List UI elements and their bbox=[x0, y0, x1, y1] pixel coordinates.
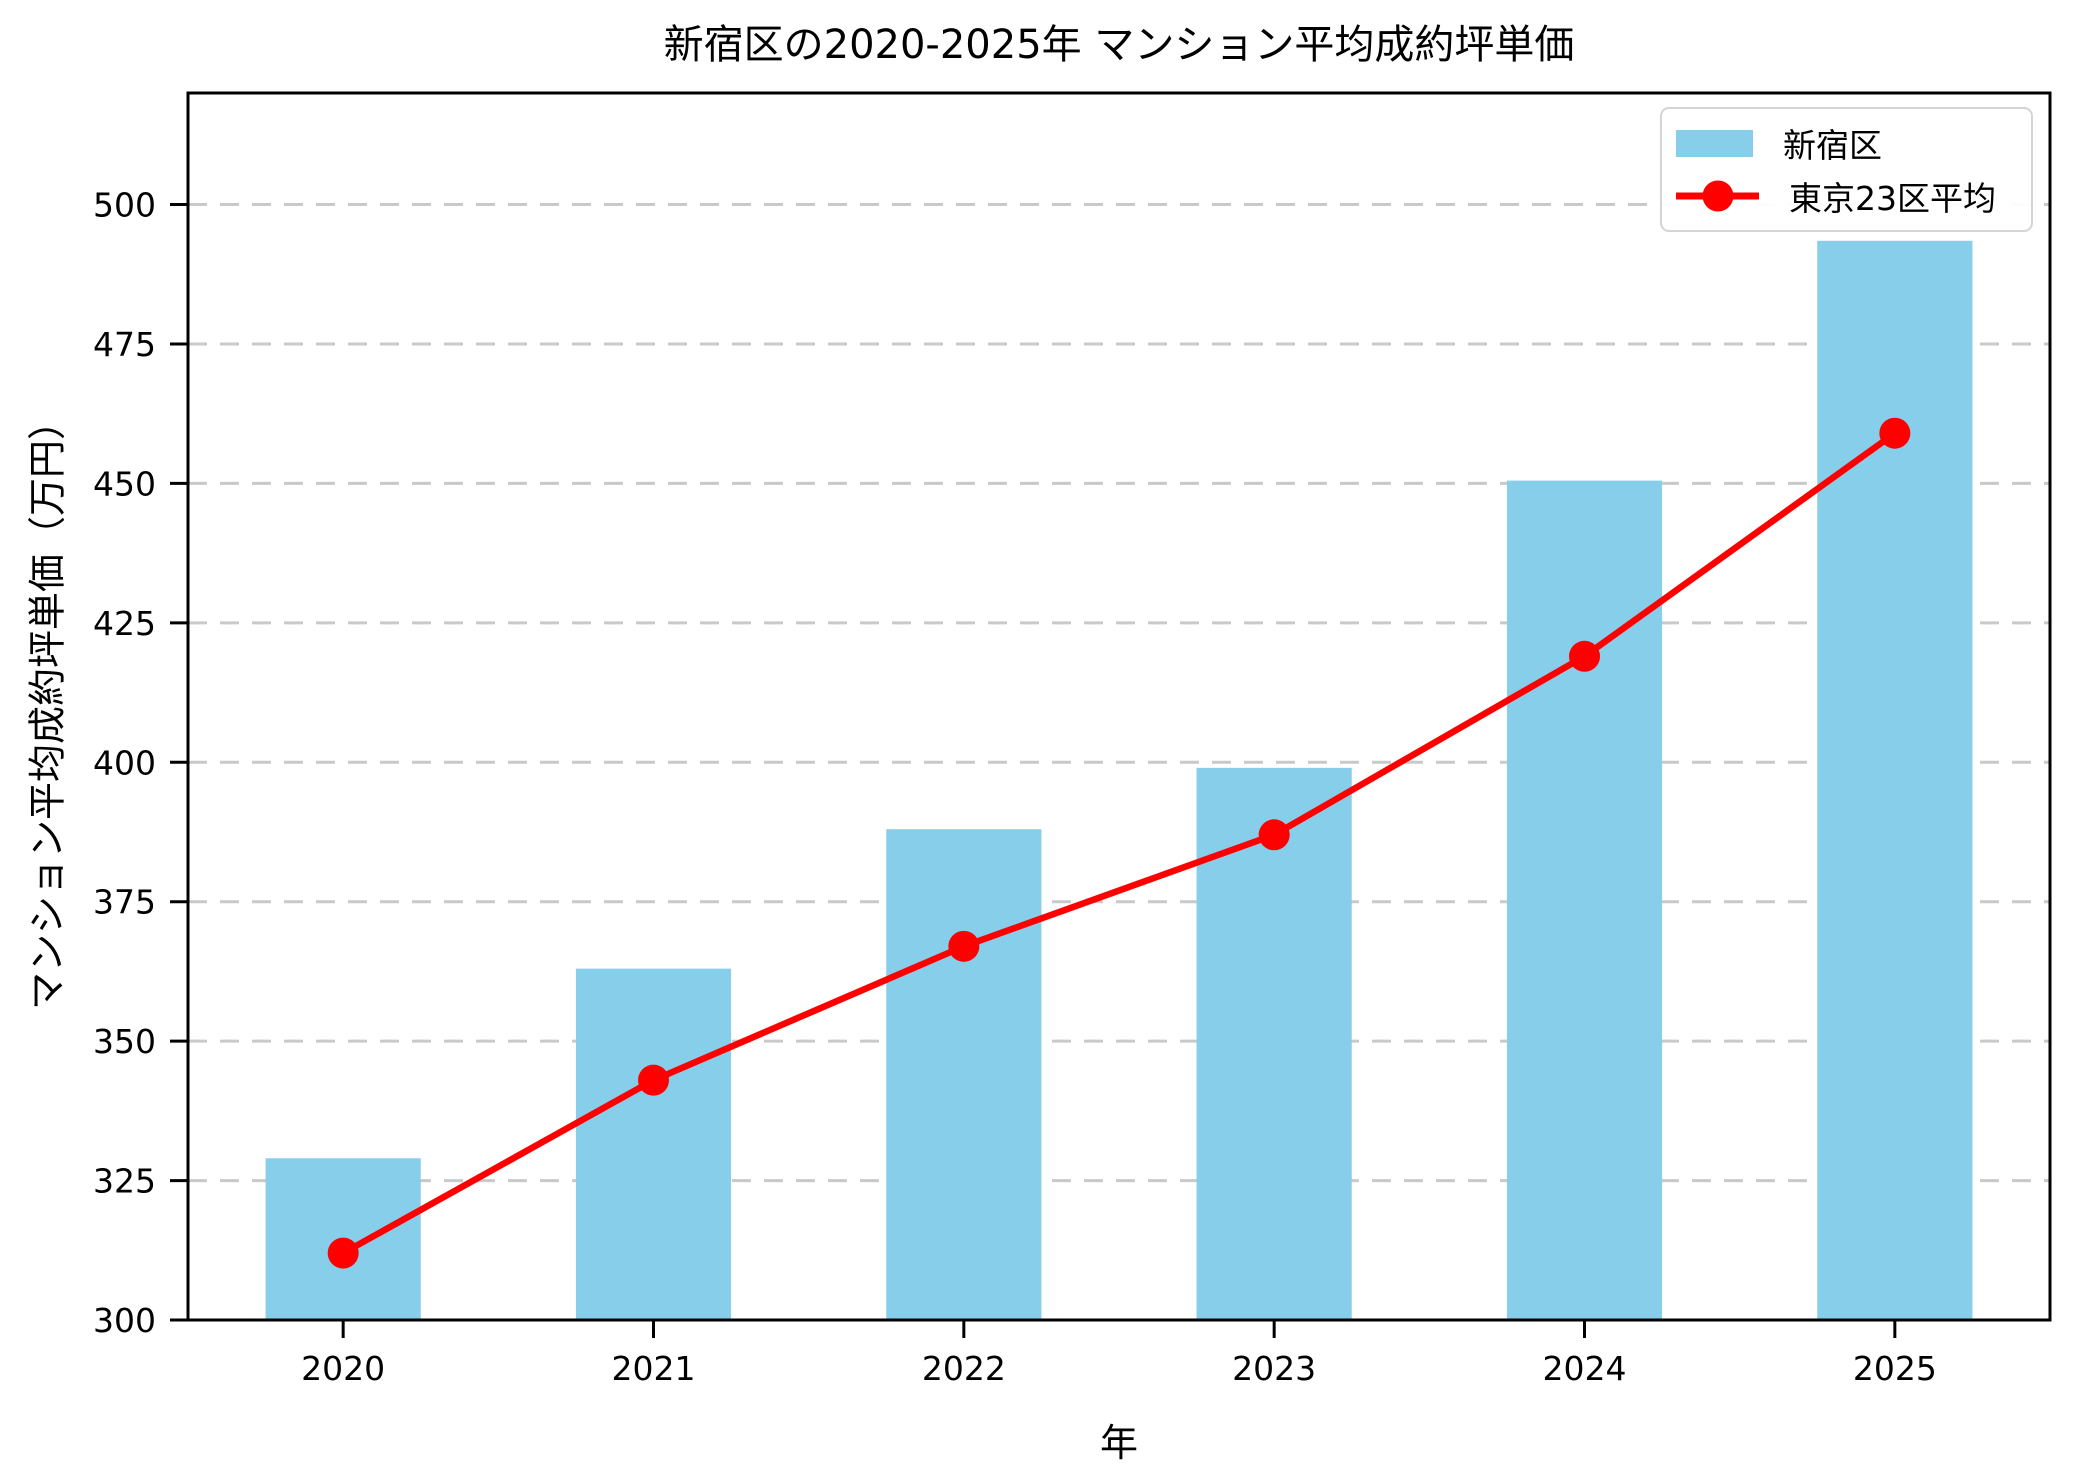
legend-item-tokyo23: 東京23区平均 bbox=[1676, 172, 2013, 220]
marker-2022 bbox=[948, 930, 980, 962]
x-axis-label: 年 bbox=[1099, 1421, 1138, 1465]
chart-title: 新宿区の2020-2025年 マンション平均成約坪単価 bbox=[663, 22, 1575, 68]
y-tick-label-300: 300 bbox=[93, 1301, 156, 1340]
legend-label-tokyo23: 東京23区平均 bbox=[1789, 178, 1996, 218]
marker-2025 bbox=[1879, 417, 1911, 449]
x-tick-label-2022: 2022 bbox=[922, 1349, 1006, 1388]
plot-border bbox=[186, 91, 2052, 1322]
x-tick-label-2020: 2020 bbox=[301, 1349, 385, 1388]
bar-swatch-icon bbox=[1676, 129, 1753, 157]
marker-2020 bbox=[327, 1237, 359, 1269]
y-tick-label-400: 400 bbox=[93, 743, 156, 782]
x-tick-label-2023: 2023 bbox=[1232, 1349, 1316, 1388]
x-tick-label-2021: 2021 bbox=[612, 1349, 696, 1388]
y-tick-label-500: 500 bbox=[93, 186, 156, 225]
x-tick-label-2025: 2025 bbox=[1853, 1349, 1937, 1388]
y-tick-label-325: 325 bbox=[93, 1162, 156, 1201]
marker-2021 bbox=[638, 1064, 669, 1096]
legend: 新宿区 東京23区平均 bbox=[1660, 107, 2033, 232]
y-tick-label-450: 450 bbox=[93, 464, 156, 503]
bar-2025 bbox=[1817, 240, 1973, 1320]
bar-2022 bbox=[886, 829, 1042, 1320]
bar-2021 bbox=[575, 968, 732, 1320]
bar-2024 bbox=[1506, 480, 1663, 1320]
line-marker-swatch-icon bbox=[1676, 180, 1759, 212]
line-tokyo23-average bbox=[339, 429, 1899, 1257]
x-tick-label-2024: 2024 bbox=[1543, 1349, 1627, 1388]
marker-2023 bbox=[1258, 819, 1290, 851]
y-tick-label-375: 375 bbox=[93, 883, 156, 922]
legend-item-shinjuku: 新宿区 bbox=[1676, 119, 2013, 167]
legend-label-shinjuku: 新宿区 bbox=[1783, 126, 1882, 166]
y-tick-label-475: 475 bbox=[93, 325, 156, 364]
y-tick-label-425: 425 bbox=[93, 604, 156, 643]
marker-2024 bbox=[1569, 640, 1600, 672]
y-tick-label-350: 350 bbox=[93, 1022, 156, 1061]
bar-2023 bbox=[1196, 767, 1352, 1320]
